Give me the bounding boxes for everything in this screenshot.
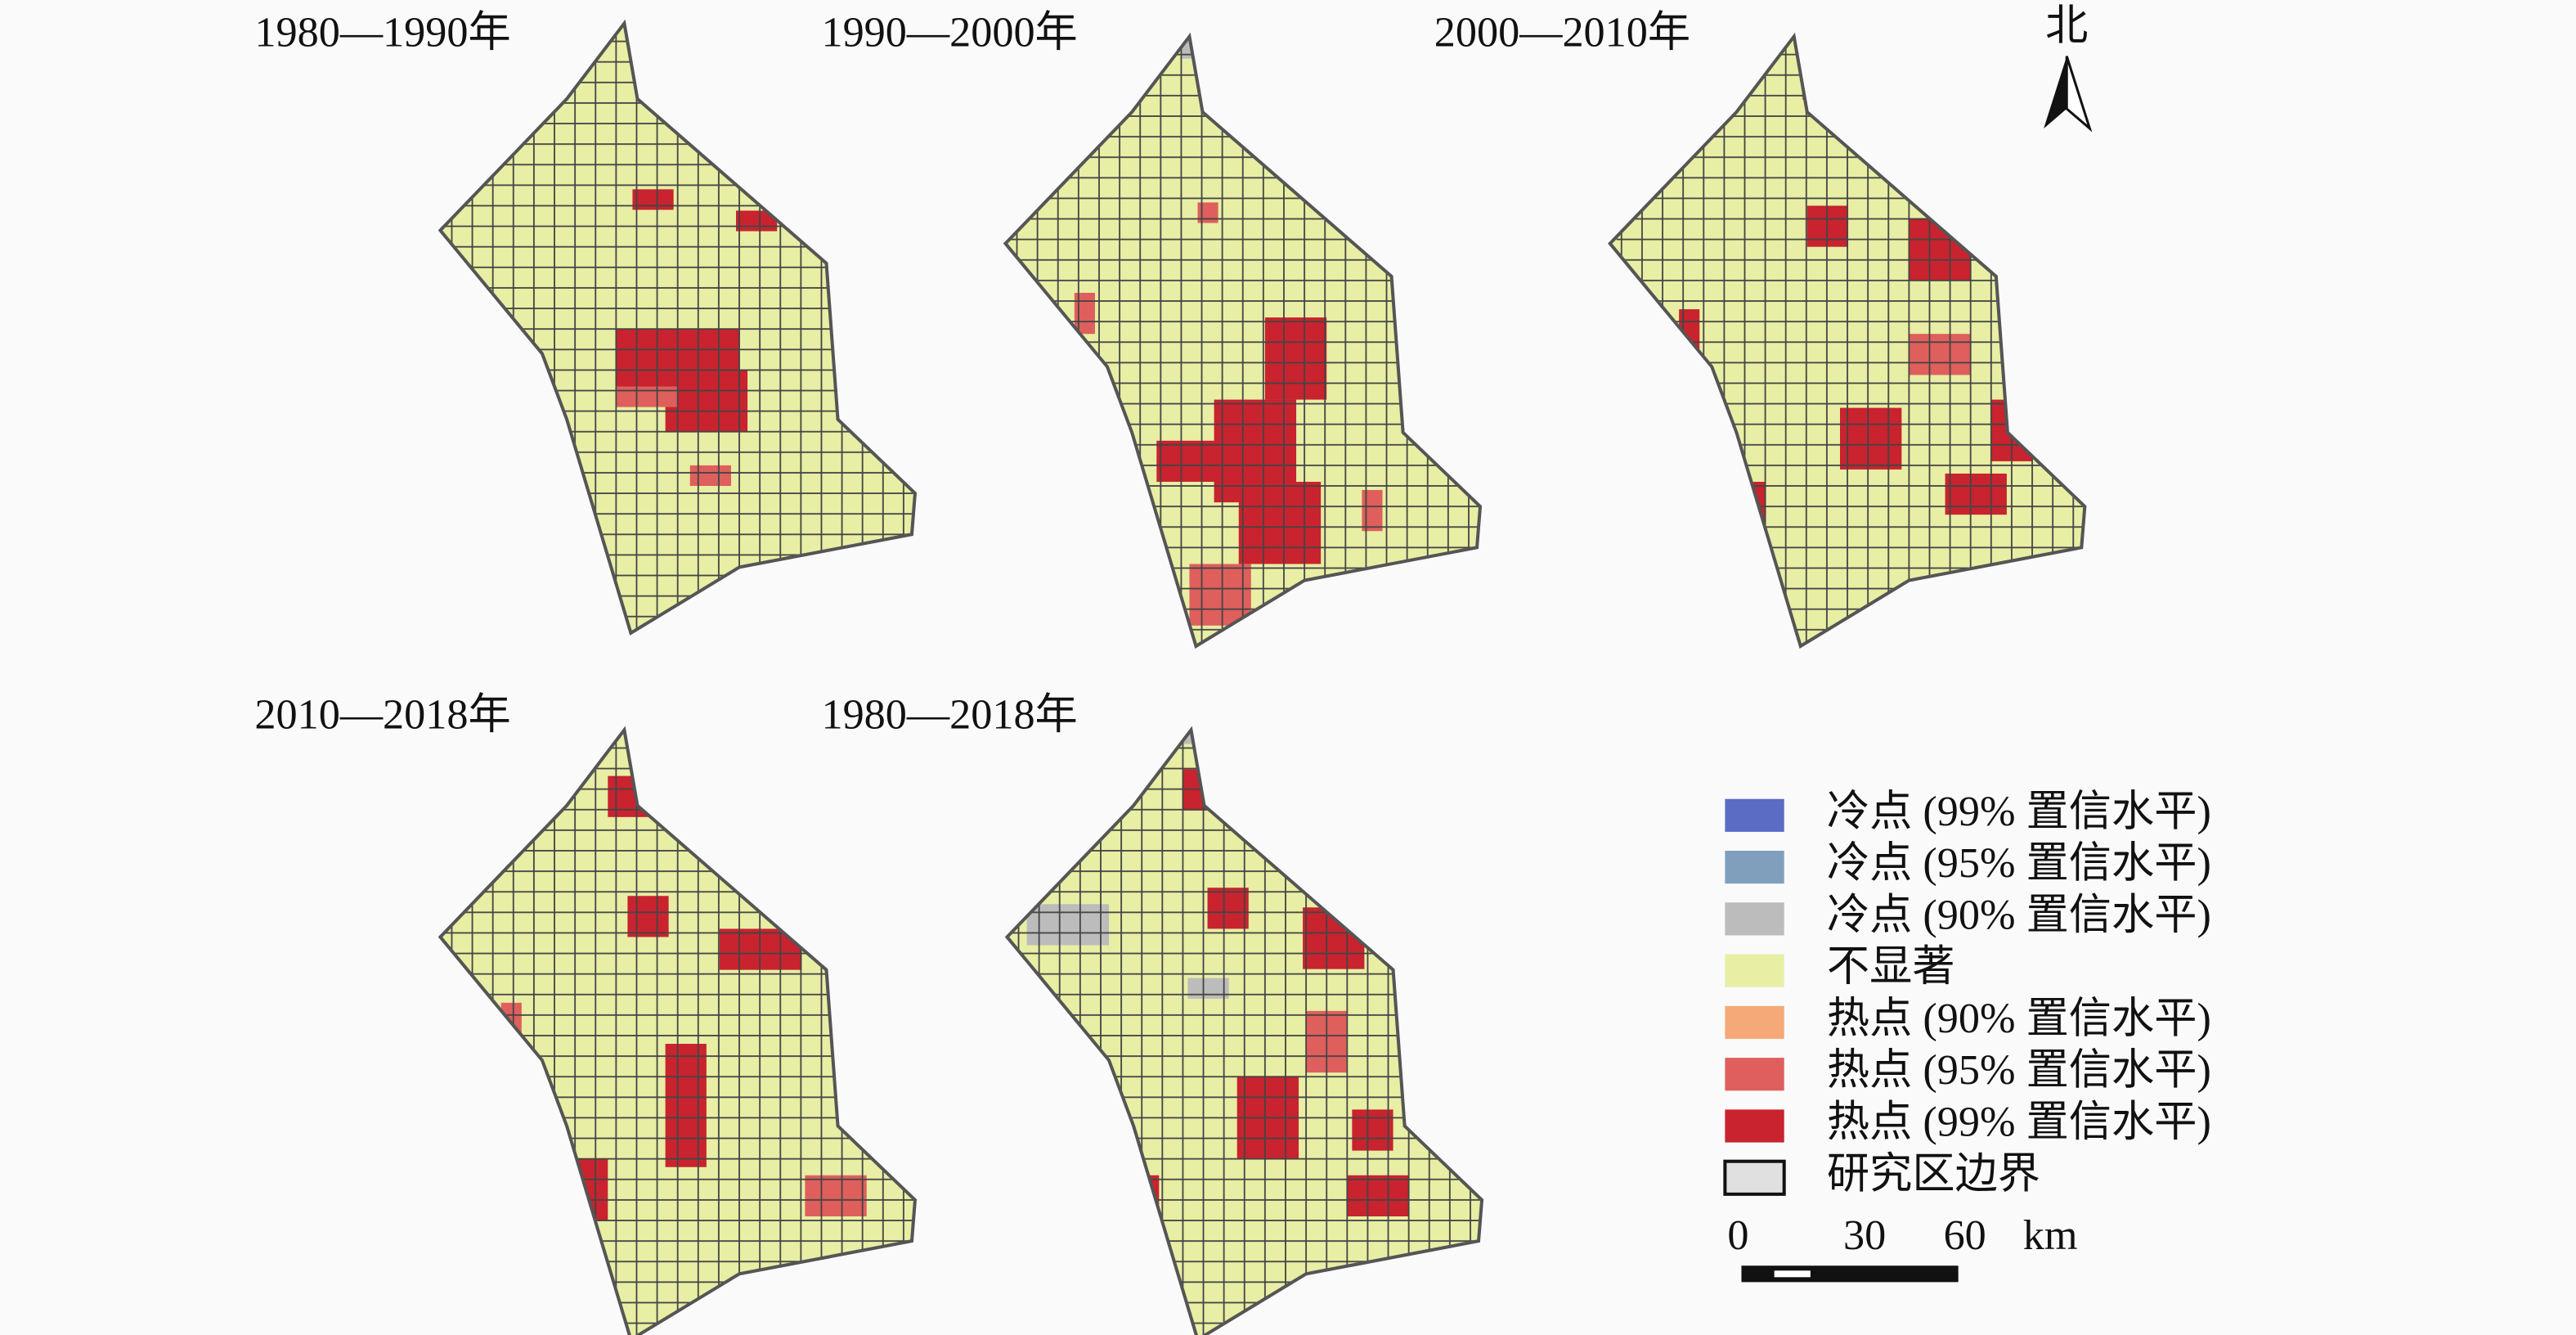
grid-lines bbox=[440, 731, 915, 1335]
scale-label: 0 bbox=[1727, 1211, 1748, 1259]
panel-title: 1980—2018年 bbox=[821, 690, 1077, 738]
grid-lines bbox=[1616, 43, 2085, 646]
legend-swatch bbox=[1723, 1159, 1786, 1196]
scale-label: 30 bbox=[1843, 1211, 1886, 1259]
legend-swatch bbox=[1725, 850, 1784, 884]
scale-bar bbox=[1741, 1265, 1959, 1283]
legend-swatch bbox=[1725, 1058, 1784, 1091]
study-area-boundary bbox=[1608, 32, 2087, 649]
legend-swatch bbox=[1725, 954, 1784, 987]
legend-label: 热点 (90% 置信水平) bbox=[1827, 995, 2211, 1042]
study-area-map bbox=[440, 23, 915, 633]
panel-title: 1980—1990年 bbox=[254, 9, 510, 56]
panel-title: 1990—2000年 bbox=[821, 9, 1077, 56]
study-area-boundary bbox=[438, 726, 918, 1335]
legend-label: 热点 (95% 置信水平) bbox=[1827, 1046, 2211, 1094]
legend-swatch bbox=[1725, 1109, 1784, 1143]
panel-title: 2010—2018年 bbox=[254, 690, 510, 738]
legend-label: 冷点 (95% 置信水平) bbox=[1827, 839, 2211, 887]
legend-label: 研究区边界 bbox=[1827, 1150, 2040, 1198]
grid-lines bbox=[1007, 731, 1483, 1335]
study-area-map bbox=[440, 730, 915, 1335]
study-area-boundary bbox=[438, 19, 918, 636]
north-arrow bbox=[2044, 56, 2093, 133]
scale-label: 60 bbox=[1944, 1211, 1986, 1259]
legend-swatch bbox=[1725, 1005, 1784, 1040]
study-area-boundary bbox=[1003, 32, 1483, 649]
legend-label: 不显著 bbox=[1827, 943, 1955, 991]
grid-lines bbox=[440, 23, 915, 633]
study-area-map bbox=[1005, 36, 1481, 646]
legend-label: 冷点 (99% 置信水平) bbox=[1827, 788, 2211, 835]
panel-title: 2000—2010年 bbox=[1434, 9, 1690, 56]
legend-swatch bbox=[1725, 798, 1784, 832]
legend-swatch bbox=[1725, 902, 1784, 936]
study-area-map bbox=[1007, 730, 1483, 1335]
legend-label: 冷点 (90% 置信水平) bbox=[1827, 891, 2211, 938]
legend-label: 热点 (99% 置信水平) bbox=[1827, 1098, 2211, 1145]
grid-lines bbox=[1005, 43, 1481, 646]
north-label: 北 bbox=[2045, 2, 2088, 50]
scale-unit: km bbox=[2023, 1211, 2078, 1259]
study-area-boundary bbox=[1004, 726, 1484, 1335]
